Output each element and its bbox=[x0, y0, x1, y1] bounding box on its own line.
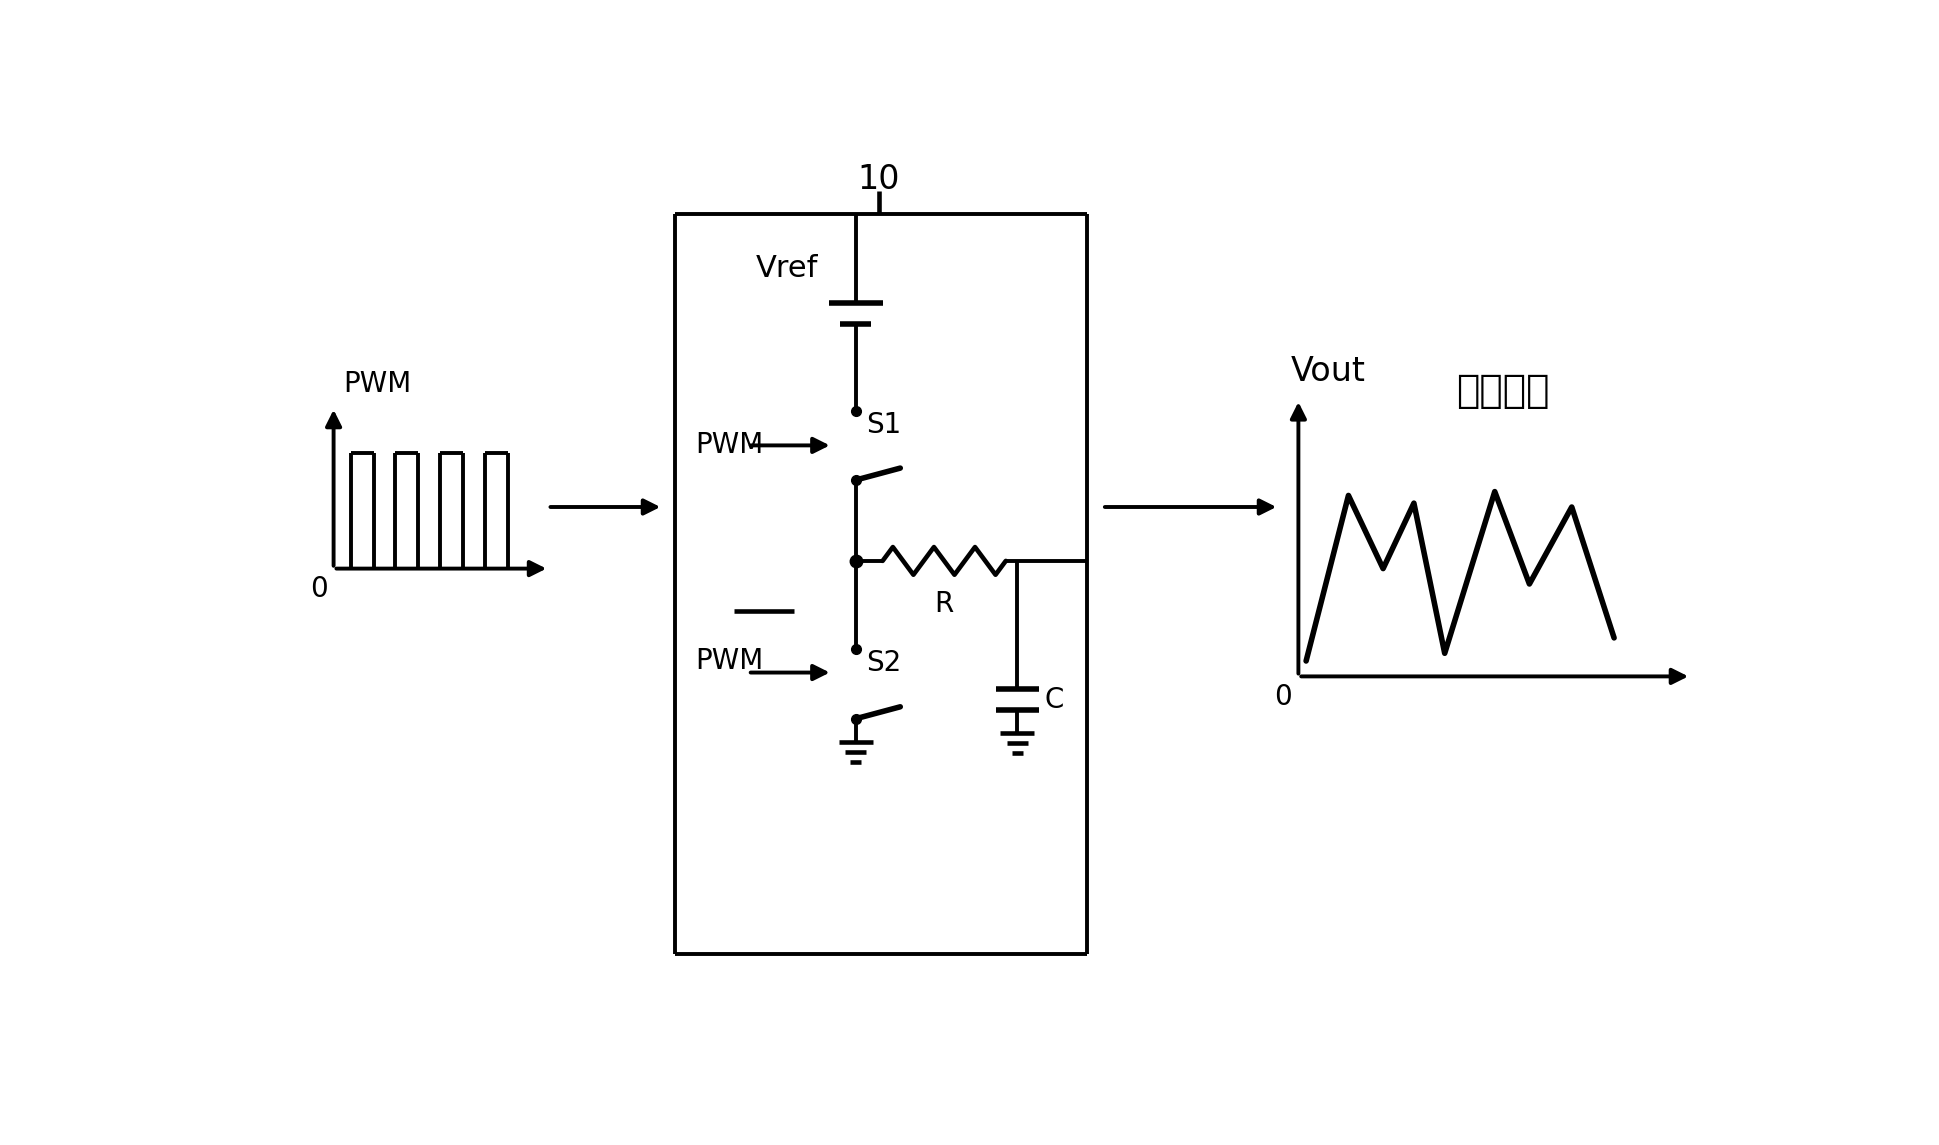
Text: S2: S2 bbox=[867, 649, 902, 678]
Text: 10: 10 bbox=[857, 164, 900, 196]
Text: PWM: PWM bbox=[694, 647, 764, 676]
Text: PWM: PWM bbox=[343, 370, 411, 397]
Text: R: R bbox=[935, 590, 954, 618]
Text: 模拟信号: 模拟信号 bbox=[1456, 372, 1549, 411]
Text: 0: 0 bbox=[1274, 682, 1291, 711]
Text: 0: 0 bbox=[310, 575, 328, 602]
Text: Vref: Vref bbox=[754, 254, 818, 283]
Text: C: C bbox=[1043, 686, 1063, 713]
Text: Vout: Vout bbox=[1289, 355, 1365, 388]
Text: S1: S1 bbox=[867, 411, 902, 439]
Text: PWM: PWM bbox=[694, 432, 764, 459]
